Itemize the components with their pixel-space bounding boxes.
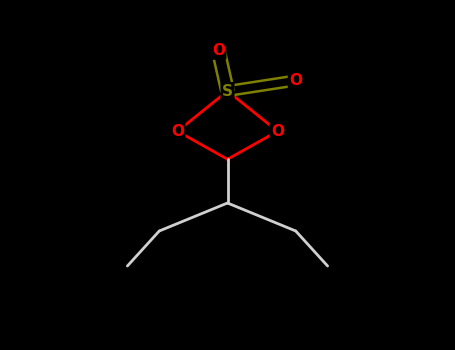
Text: O: O bbox=[271, 124, 284, 139]
Text: O: O bbox=[289, 73, 302, 88]
Text: S: S bbox=[222, 84, 233, 98]
Text: O: O bbox=[171, 124, 184, 139]
Text: O: O bbox=[212, 43, 225, 58]
